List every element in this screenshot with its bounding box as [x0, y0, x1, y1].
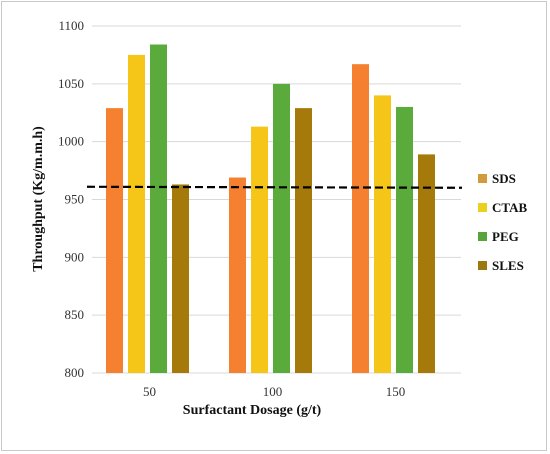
reference-line [86, 185, 463, 189]
bar-sds-50 [106, 108, 123, 373]
y-tick-label: 800 [65, 365, 85, 380]
legend: SDS CTAB PEG SLES [478, 171, 527, 273]
bar-peg-50 [150, 44, 167, 374]
legend-swatch-sds [478, 174, 487, 183]
legend-swatch-ctab [478, 203, 487, 212]
bar-ctab-50 [128, 54, 145, 374]
x-axis-title: Surfactant Dosage (g/t) [183, 403, 322, 418]
bar-sles-50 [172, 184, 189, 373]
y-tick-label: 900 [65, 249, 85, 264]
bar-peg-100 [273, 83, 290, 373]
y-tick-labels: 800 850 900 950 1000 1050 1100 [58, 18, 84, 380]
y-axis-title: Throughput (Kg/m.m.h) [31, 126, 46, 272]
x-tick-label: 100 [263, 384, 283, 399]
bar-sles-100 [295, 108, 312, 373]
y-tick-label: 950 [65, 192, 85, 207]
bar-sles-150 [418, 154, 435, 373]
legend-label-sds: SDS [492, 171, 516, 186]
bars [106, 44, 435, 374]
x-tick-label: 50 [143, 384, 156, 399]
bar-ctab-100 [251, 126, 268, 373]
y-tick-label: 1100 [58, 18, 84, 33]
bar-sds-100 [229, 177, 246, 373]
x-tick-labels: 50 100 150 [143, 384, 405, 399]
legend-label-peg: PEG [492, 229, 519, 244]
bar-peg-150 [396, 106, 413, 373]
x-tick-label: 150 [386, 384, 406, 399]
reference-line-group [86, 185, 463, 189]
y-tick-label: 1050 [58, 76, 84, 91]
bar-ctab-150 [374, 95, 391, 374]
bar-sds-150 [352, 64, 369, 374]
legend-label-ctab: CTAB [492, 200, 527, 215]
legend-swatch-sles [478, 261, 487, 270]
y-tick-label: 1000 [58, 134, 84, 149]
y-tick-label: 850 [65, 307, 85, 322]
legend-swatch-peg [478, 232, 487, 241]
legend-label-sles: SLES [492, 258, 524, 273]
